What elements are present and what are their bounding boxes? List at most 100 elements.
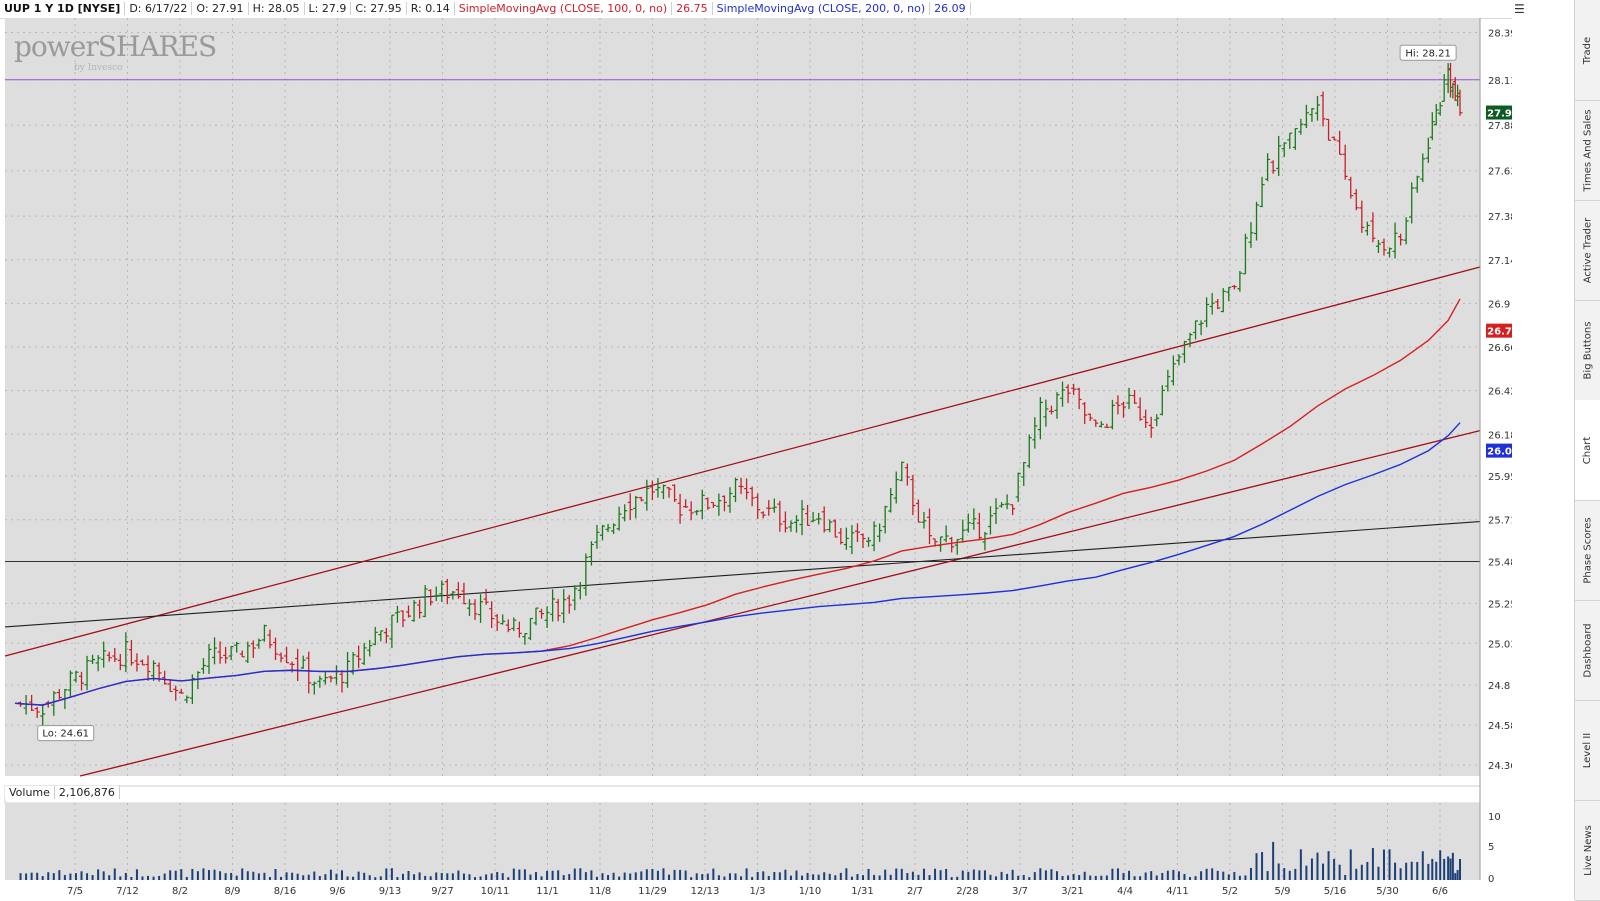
volume-bar [119, 876, 122, 880]
x-tick-label: 2/28 [956, 886, 978, 897]
tab-label: Times And Sales [1582, 108, 1594, 192]
symbol-label[interactable]: UUP 1 Y 1D [NYSE] [0, 2, 126, 15]
volume-bar [1072, 873, 1075, 880]
volume-bar [950, 877, 953, 880]
volume-header: Volume 2,106,876 [5, 786, 120, 799]
tab-trade[interactable]: Trade [1575, 0, 1600, 101]
volume-bar [257, 873, 260, 880]
volume-bar [1305, 865, 1308, 880]
volume-bar [1249, 867, 1252, 880]
y-tick-label: 26.66 [1488, 343, 1512, 354]
volume-bar [241, 868, 244, 880]
last-price-tag [1486, 105, 1512, 120]
chart-settings-icon[interactable]: ☰ [1514, 2, 1525, 16]
tab-label: Live News [1582, 824, 1594, 876]
volume-bar [1338, 864, 1341, 880]
tab-live-news[interactable]: Live News [1575, 800, 1600, 901]
x-tick-label: 11/1 [536, 886, 558, 897]
x-tick-label: 9/27 [431, 886, 453, 897]
volume-bar [551, 870, 554, 880]
volume-bar [1194, 876, 1197, 880]
volume-bar [612, 872, 615, 880]
volume-bar [834, 875, 837, 880]
volume-bar [939, 870, 942, 880]
volume-bar [1116, 868, 1119, 880]
tab-phase-scores[interactable]: Phase Scores [1575, 500, 1600, 601]
volume-bar [1050, 869, 1053, 880]
volume-bar [656, 870, 659, 880]
volume-bar [850, 876, 853, 880]
volume-bar [983, 870, 986, 880]
volume-bar [745, 868, 748, 880]
y-tick-label: 25.48 [1488, 558, 1512, 569]
volume-bar [357, 871, 360, 880]
tab-level-ii[interactable]: Level II [1575, 700, 1600, 801]
volume-bar [607, 874, 610, 880]
volume-bar [291, 872, 294, 880]
volume-bar [1183, 873, 1186, 880]
tab-times-and-sales[interactable]: Times And Sales [1575, 100, 1600, 201]
volume-bar [296, 873, 299, 880]
open-field: O: 27.91 [192, 2, 249, 15]
volume-bar [91, 875, 94, 880]
price-chart[interactable]: 28.39 28.13 27.88 27.63 27.38 27.14 26.9 26.66 2… [0, 18, 1512, 900]
volume-bar [1172, 869, 1175, 880]
tab-big-buttons[interactable]: Big Buttons [1575, 300, 1600, 401]
volume-bar [174, 870, 177, 880]
volume-bar [207, 870, 210, 880]
volume-bar [1061, 875, 1064, 880]
volume-bar [102, 871, 105, 880]
volume-bar [407, 870, 410, 880]
volume-bar [706, 873, 709, 880]
tab-active-trader[interactable]: Active Trader [1575, 200, 1600, 301]
volume-bar [1222, 871, 1225, 880]
volume-bar [385, 868, 388, 880]
volume-bar [740, 876, 743, 880]
volume-bar [335, 873, 338, 880]
volume-bar [401, 873, 404, 880]
volume-bar [789, 875, 792, 880]
volume-bar [30, 872, 33, 880]
volume-bar [435, 872, 438, 880]
volume-bar [1128, 870, 1131, 880]
volume-bar [379, 876, 382, 880]
volume-bar [268, 876, 271, 880]
sma100-label[interactable]: SimpleMovingAvg (CLOSE, 100, 0, no) [454, 2, 673, 15]
volume-bar [1327, 851, 1330, 880]
volume-bar [723, 876, 726, 880]
volume-bar [557, 870, 560, 880]
volume-bar [1447, 856, 1450, 880]
x-tick-label: 2/7 [907, 886, 923, 897]
volume-bar [712, 868, 715, 880]
range-field: R: 0.14 [406, 2, 455, 15]
volume-bar [518, 869, 521, 880]
volume-bar [801, 875, 804, 880]
volume-bar [1177, 871, 1180, 880]
x-tick-label: 1/3 [749, 886, 765, 897]
volume-bar [74, 873, 77, 880]
volume-bar [573, 868, 576, 880]
y-tick-label: 24.8 [1488, 681, 1510, 692]
tab-label: Level II [1582, 732, 1594, 768]
volume-bar [717, 875, 720, 880]
tab-dashboard[interactable]: Dashboard [1575, 600, 1600, 701]
volume-bar [230, 872, 233, 880]
x-tick-label: 4/4 [1117, 886, 1133, 897]
volume-bar [263, 872, 266, 880]
volume-bar [873, 874, 876, 880]
volume-bar [1261, 852, 1264, 880]
y-tick-label: 26.18 [1488, 430, 1512, 441]
tab-label: Phase Scores [1582, 516, 1594, 584]
sma200-label[interactable]: SimpleMovingAvg (CLOSE, 200, 0, no) [712, 2, 931, 15]
tab-chart[interactable]: Chart [1575, 400, 1600, 501]
volume-bar [424, 875, 427, 880]
volume-bar [1349, 849, 1352, 880]
volume-bar [568, 874, 571, 880]
volume-bar [47, 872, 50, 880]
volume-bar [1431, 858, 1434, 880]
volume-bar [623, 872, 626, 880]
volume-bar [1022, 874, 1025, 880]
volume-bar [440, 872, 443, 880]
lo-callout [37, 725, 95, 742]
volume-bar [313, 871, 316, 880]
